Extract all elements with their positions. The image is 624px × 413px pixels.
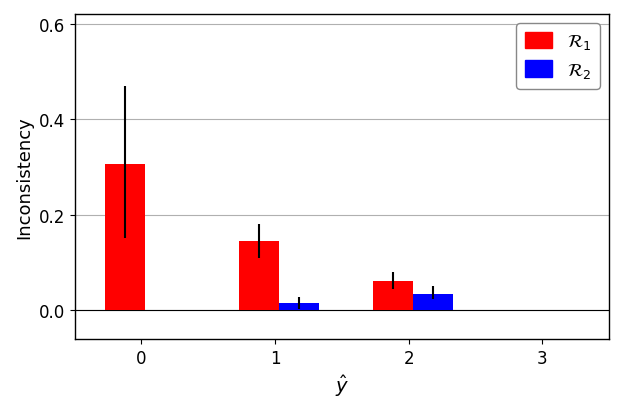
Bar bbox=[105, 165, 145, 311]
Bar bbox=[279, 303, 319, 311]
Bar bbox=[412, 294, 452, 311]
Y-axis label: Inconsistency: Inconsistency bbox=[15, 116, 33, 238]
Bar bbox=[373, 281, 412, 311]
X-axis label: $\hat{y}$: $\hat{y}$ bbox=[334, 372, 349, 398]
Legend: $\mathcal{R}_1$, $\mathcal{R}_2$: $\mathcal{R}_1$, $\mathcal{R}_2$ bbox=[516, 24, 600, 90]
Bar bbox=[239, 241, 279, 311]
